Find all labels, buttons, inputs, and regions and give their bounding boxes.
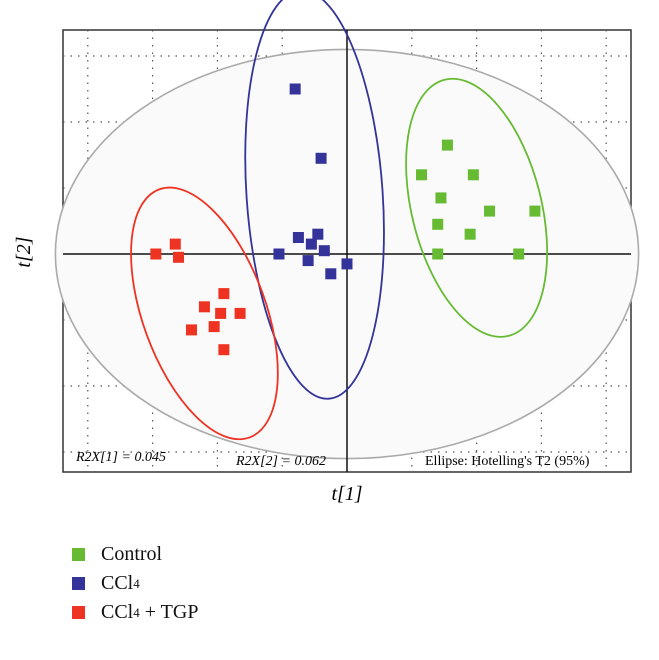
legend-sub-ccl4: 4: [133, 575, 140, 591]
group-ellipse: [244, 0, 385, 400]
legend-swatch-ccl4-tgp: [72, 606, 85, 619]
legend-label-ccl4-tgp: CCl: [101, 601, 134, 623]
data-point-ccl4-tgp: [208, 321, 220, 333]
data-points: [150, 83, 541, 356]
legend-item-ccl4-tgp: CCl 4 + TGP: [72, 598, 198, 627]
data-point-ccl4: [273, 248, 285, 260]
data-point-ccl4: [315, 152, 327, 164]
legend-swatch-control: [72, 548, 85, 561]
data-point-ccl4: [305, 238, 317, 250]
data-point-ccl4-tgp: [173, 251, 185, 263]
data-point-control: [513, 248, 525, 260]
data-point-ccl4-tgp: [218, 344, 230, 356]
data-point-ccl4: [289, 83, 301, 95]
legend: Control CCl 4 CCl 4 + TGP: [72, 540, 198, 627]
data-point-ccl4-tgp: [218, 288, 230, 300]
data-point-ccl4: [318, 245, 330, 257]
data-point-ccl4-tgp: [150, 248, 162, 260]
data-point-control: [432, 218, 444, 230]
x-axis-label: t[1]: [331, 483, 362, 505]
data-point-ccl4-tgp: [215, 307, 227, 319]
legend-suffix-ccl4-tgp: + TGP: [139, 601, 199, 623]
group-ellipses: [130, 0, 549, 441]
annotation-ellipse: Ellipse: Hotelling's T2 (95%): [425, 454, 590, 469]
legend-item-control: Control: [72, 540, 198, 569]
data-point-ccl4-tgp: [169, 238, 181, 250]
data-point-control: [432, 248, 444, 260]
data-point-control: [529, 205, 541, 217]
data-point-control: [484, 205, 496, 217]
legend-sub-ccl4-tgp: 4: [133, 604, 140, 620]
group-ellipse: [405, 77, 549, 338]
data-point-ccl4-tgp: [234, 307, 246, 319]
data-point-control: [467, 169, 479, 181]
data-point-ccl4: [341, 258, 353, 270]
legend-label-control: Control: [101, 543, 163, 565]
data-point-ccl4: [302, 255, 314, 267]
annotation-r2x2: R2X[2] = 0.062: [235, 454, 326, 469]
legend-item-ccl4: CCl 4: [72, 569, 198, 598]
data-point-ccl4-tgp: [198, 301, 210, 313]
data-point-ccl4: [312, 228, 324, 240]
data-point-control: [416, 169, 428, 181]
data-point-ccl4-tgp: [185, 324, 197, 336]
data-point-ccl4: [292, 232, 304, 243]
data-point-control: [441, 139, 453, 151]
y-axis-label: t[2]: [13, 236, 35, 267]
data-point-ccl4: [325, 268, 337, 280]
data-point-control: [464, 228, 476, 240]
group-ellipse: [130, 186, 279, 441]
legend-label-ccl4: CCl: [101, 572, 134, 594]
annotation-r2x1: R2X[1] = 0.045: [75, 450, 166, 465]
legend-swatch-ccl4: [72, 577, 85, 590]
data-point-control: [435, 192, 447, 204]
score-plot: R2X[1] = 0.045 R2X[2] = 0.062 Ellipse: H…: [13, 0, 640, 505]
